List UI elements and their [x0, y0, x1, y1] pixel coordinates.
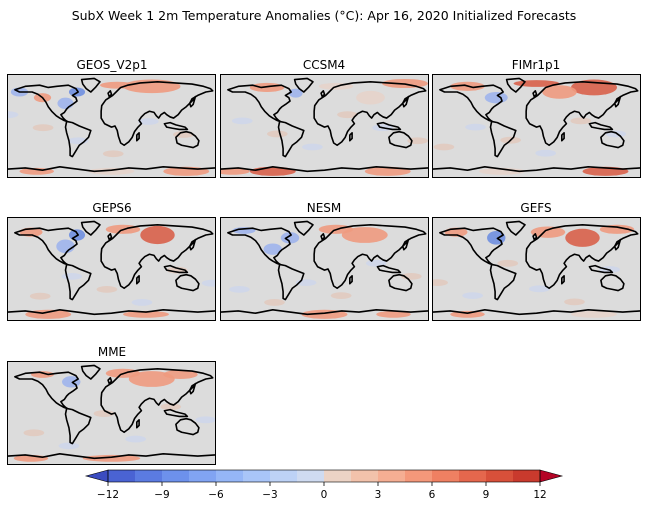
- panel-title-geps6: GEPS6: [92, 201, 132, 215]
- map-plot: [8, 362, 215, 464]
- panel-title-ccsm4: CCSM4: [302, 58, 346, 72]
- map-geos: [7, 74, 216, 178]
- colorbar-segment: [216, 470, 244, 482]
- map-mme: [7, 361, 216, 465]
- colorbar-segment: [486, 470, 514, 482]
- colorbar-segment: [189, 470, 217, 482]
- colorbar-tick-label: 6: [429, 489, 436, 501]
- colorbar-segment: [459, 470, 487, 482]
- map-plot: [221, 218, 428, 320]
- map-geps6: [7, 217, 216, 321]
- colorbar-segment: [432, 470, 460, 482]
- colorbar-segment: [297, 470, 325, 482]
- colorbar-segment: [108, 470, 136, 482]
- map-plot: [433, 75, 640, 177]
- colorbar-tick-label: 3: [375, 489, 382, 501]
- colorbar-tick-label: 9: [483, 489, 490, 501]
- colorbar-tick-label: −9: [154, 489, 169, 501]
- map-nesm: [220, 217, 429, 321]
- map-plot: [433, 218, 640, 320]
- map-gefs: [432, 217, 641, 321]
- colorbar-extend-high: [539, 469, 564, 483]
- panel-title-mme: MME: [97, 345, 127, 359]
- map-plot: [8, 218, 215, 320]
- colorbar-segment: [270, 470, 298, 482]
- colorbar-tick-label: 0: [321, 489, 328, 501]
- figure-title: SubX Week 1 2m Temperature Anomalies (°C…: [71, 8, 577, 23]
- colorbar-segment: [324, 470, 352, 482]
- colorbar-segment: [513, 470, 541, 482]
- colorbar-segment: [162, 470, 190, 482]
- colorbar-segment: [243, 470, 271, 482]
- colorbar-extend-low: [84, 469, 109, 483]
- colorbar-segment: [405, 470, 433, 482]
- map-plot: [8, 75, 215, 177]
- panel-title-gefs: GEFS: [520, 201, 552, 215]
- colorbar-tick-label: 12: [533, 489, 546, 501]
- map-plot: [221, 75, 428, 177]
- panel-title-nesm: NESM: [306, 201, 342, 215]
- colorbar-tick-label: −6: [208, 489, 224, 501]
- colorbar-tick-label: −3: [262, 489, 277, 501]
- map-fimr1p1: [432, 74, 641, 178]
- colorbar-segment: [378, 470, 406, 482]
- map-ccsm4: [220, 74, 429, 178]
- colorbar: −12 −9 −6 −3 0 3 6 9 12: [84, 469, 564, 501]
- panel-title-geos: GEOS_V2p1: [76, 58, 148, 72]
- colorbar-segment: [351, 470, 379, 482]
- colorbar-tick-label: −12: [97, 489, 119, 501]
- panel-title-fimr1p1: FIMr1p1: [511, 58, 561, 72]
- colorbar-segment: [135, 470, 163, 482]
